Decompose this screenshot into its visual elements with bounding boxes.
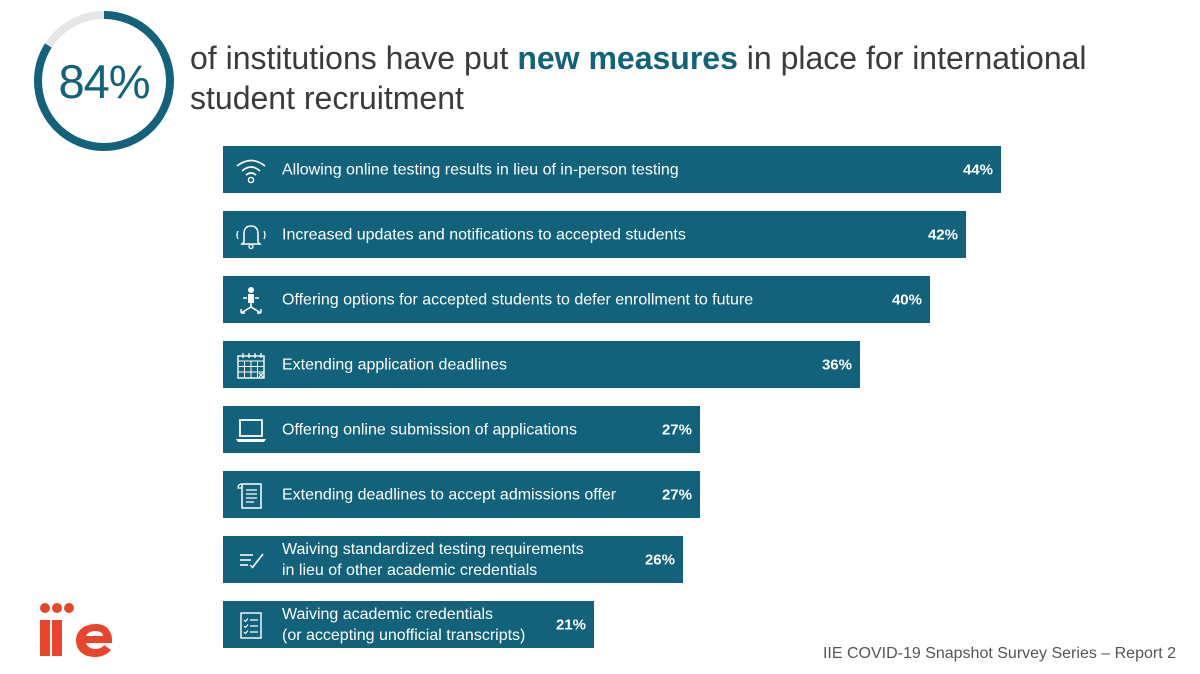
bar-value-label: 27% [661, 486, 692, 503]
person-arrows-icon [240, 286, 262, 314]
bar-label: Waiving academic credentials (or acceptin… [282, 605, 526, 644]
headline-part1: of institutions have put [190, 40, 518, 76]
bar-1: Allowing online testing results in lieu … [223, 146, 1001, 193]
checklist-pen-icon [240, 553, 264, 568]
footer-caption: IIE COVID-19 Snapshot Survey Series – Re… [822, 645, 1176, 662]
bar-3: Offering options for accepted students t… [223, 276, 930, 323]
headline-text: of institutions have put new measures in… [190, 38, 1150, 118]
document-icon [237, 482, 262, 509]
percent-ring-chart [34, 11, 174, 151]
bar-value-label: 27% [661, 421, 692, 438]
bar-8: Waiving academic credentials (or acceptin… [223, 601, 594, 648]
headline-percent: 84% [58, 54, 150, 108]
bar-label: Extending application deadlines [282, 356, 508, 373]
bar-value-label: 36% [821, 356, 852, 373]
checklist-icon [240, 611, 262, 639]
bar-label: Waiving standardized testing requirement… [282, 540, 584, 579]
calendar-icon [237, 352, 265, 379]
bar-label: Extending deadlines to accept admissions… [282, 486, 617, 503]
bar-label: Offering options for accepted students t… [282, 291, 754, 308]
iie-logo [40, 603, 113, 657]
bar-6: Extending deadlines to accept admissions… [223, 471, 700, 518]
bar-label: Increased updates and notifications to a… [282, 226, 686, 243]
bar-7: Waiving standardized testing requirement… [223, 536, 683, 583]
percent-ring-arc [34, 11, 174, 151]
bar-value-label: 40% [891, 291, 922, 308]
bar-4: Extending application deadlines 36% [223, 341, 860, 388]
bar-2: Increased updates and notifications to a… [223, 211, 966, 258]
wifi-icon [236, 159, 266, 183]
laptop-icon [236, 418, 266, 442]
bar-value-label: 42% [927, 226, 958, 243]
bar-value-label: 26% [644, 551, 675, 568]
bar-label: Allowing online testing results in lieu … [282, 161, 679, 178]
bar-5: Offering online submission of applicatio… [223, 406, 700, 453]
bell-icon [236, 224, 266, 249]
headline-part2: in place for international student recru… [190, 40, 1087, 116]
bar-value-label: 44% [962, 161, 993, 178]
bar-value-label: 21% [555, 616, 586, 633]
bar-label: Offering online submission of applicatio… [282, 421, 577, 438]
headline-highlight: new measures [517, 40, 738, 76]
